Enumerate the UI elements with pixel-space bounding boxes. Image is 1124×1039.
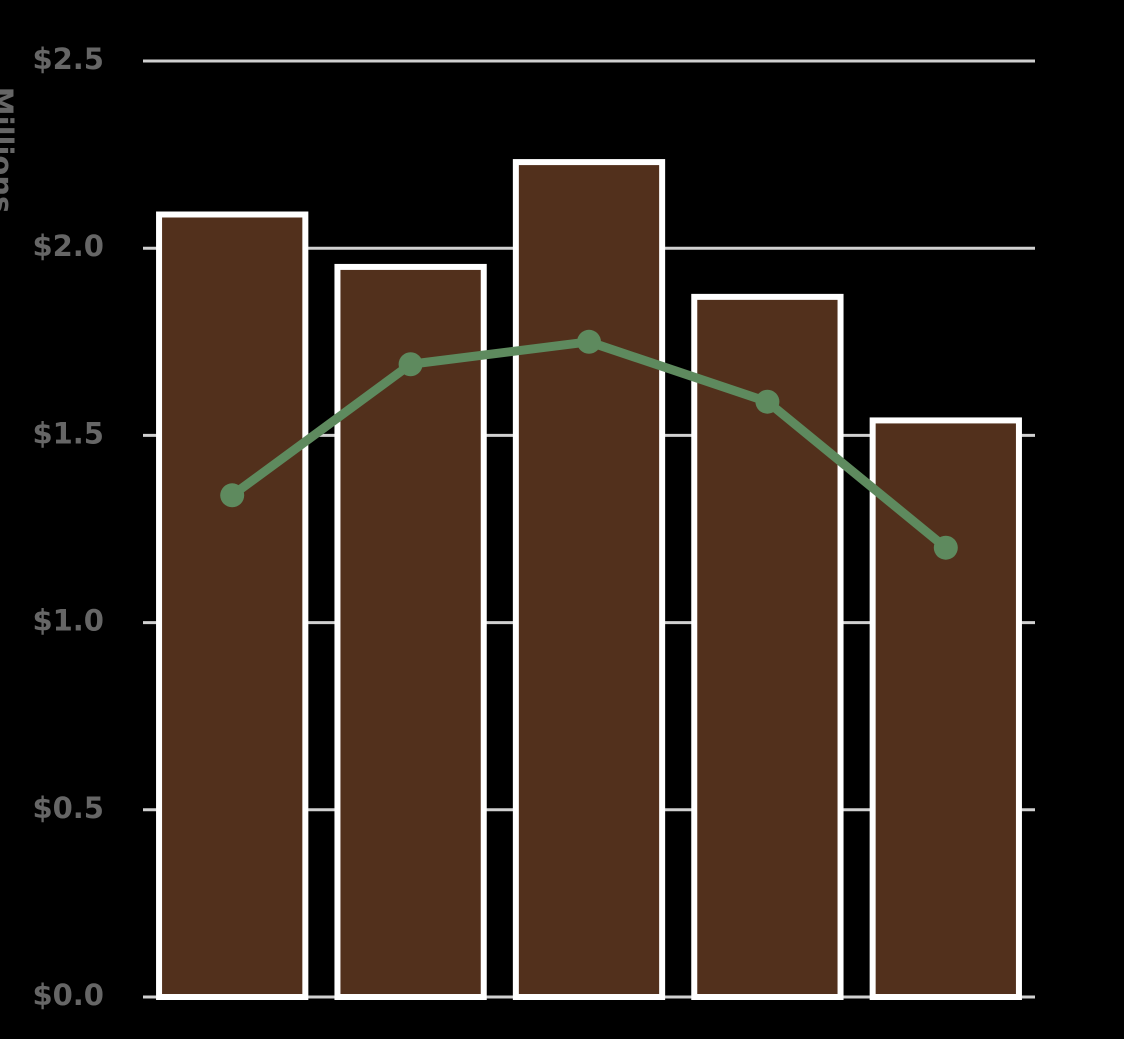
bar xyxy=(334,263,487,1001)
y-tick-label: $1.0 xyxy=(32,604,104,638)
line-point xyxy=(933,535,958,560)
y-tick-label: $2.0 xyxy=(32,229,104,263)
y-tick-label: $0.0 xyxy=(32,978,104,1012)
bar xyxy=(869,417,1022,1000)
line-point xyxy=(220,483,245,508)
y-tick-label: $1.5 xyxy=(32,416,104,450)
line-point xyxy=(398,352,423,377)
bar xyxy=(156,211,309,1000)
y-tick-label: $0.5 xyxy=(32,791,104,825)
bar xyxy=(512,159,666,1000)
line-point xyxy=(577,329,601,354)
line-point xyxy=(755,389,780,414)
y-axis-label: Millions xyxy=(0,87,19,213)
y-tick-label: $2.5 xyxy=(32,42,104,76)
